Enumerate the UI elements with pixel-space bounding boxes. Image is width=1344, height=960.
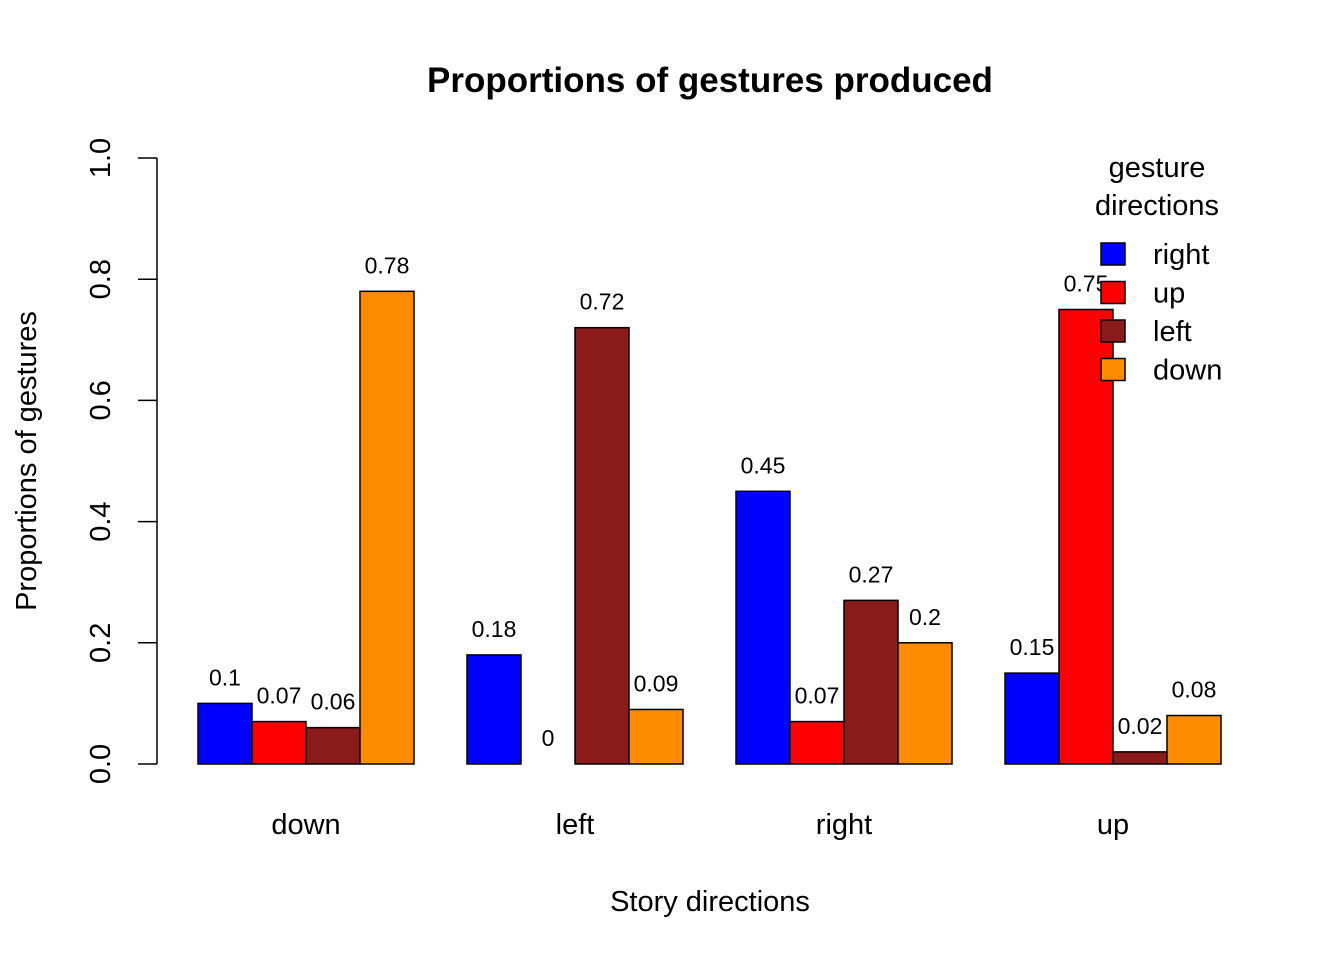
x-axis-tick-labels: down left right up xyxy=(271,809,1129,841)
bar xyxy=(1058,308,1114,765)
legend-swatch xyxy=(1100,242,1126,266)
y-tick-label: 0.8 xyxy=(85,259,117,299)
bar xyxy=(1004,672,1060,765)
bar-value-label: 0.08 xyxy=(1172,677,1217,703)
y-tick-label: 0.2 xyxy=(85,623,117,663)
legend-swatch xyxy=(1100,357,1126,382)
y-axis-ticks: 0.0 0.2 0.4 0.6 0.8 1.0 xyxy=(85,138,157,784)
legend-items: right up left down xyxy=(1100,239,1222,387)
x-tick-label: left xyxy=(556,809,595,841)
legend-label: up xyxy=(1153,278,1185,310)
bar-value-label: 0.2 xyxy=(909,604,941,630)
bar xyxy=(1166,714,1222,765)
bar xyxy=(1112,751,1168,765)
bar xyxy=(251,720,307,765)
x-axis-label: Story directions xyxy=(610,886,810,918)
legend-swatch xyxy=(1100,280,1126,305)
bar xyxy=(789,720,845,765)
bar-value-label: 0.1 xyxy=(209,664,241,690)
bar xyxy=(843,599,899,765)
legend-label: right xyxy=(1153,239,1209,271)
chart-title: Proportions of gestures produced xyxy=(427,61,993,100)
legend-title-line-1: gesture xyxy=(1109,152,1206,184)
bar-value-label: 0.09 xyxy=(634,670,679,696)
bar xyxy=(897,642,953,765)
bar-value-label: 0.02 xyxy=(1118,713,1163,739)
y-axis-label: Proportions of gestures xyxy=(11,311,43,611)
bar xyxy=(305,726,361,765)
bars-group xyxy=(197,290,1222,765)
y-tick-label: 0.4 xyxy=(85,501,117,541)
x-tick-label: right xyxy=(816,809,872,841)
bar xyxy=(628,708,684,765)
bar-value-label: 0.45 xyxy=(741,452,786,478)
x-tick-label: down xyxy=(271,809,340,841)
bar xyxy=(574,326,630,765)
bar-value-label: 0.07 xyxy=(257,683,302,709)
y-tick-label: 1.0 xyxy=(85,138,117,178)
legend-swatch xyxy=(1100,319,1126,343)
bar xyxy=(197,702,253,765)
legend: gesture directions right up left down xyxy=(1095,152,1222,387)
bar-value-label: 0.27 xyxy=(849,561,894,587)
legend-title-line-2: directions xyxy=(1095,190,1219,222)
y-tick-label: 0.0 xyxy=(85,744,117,784)
bar xyxy=(466,654,522,765)
bar-value-label: 0.18 xyxy=(472,616,517,642)
bar xyxy=(735,490,791,765)
bar-value-label: 0.72 xyxy=(580,289,625,315)
bar-value-label: 0.15 xyxy=(1010,634,1055,660)
bar-value-label: 0 xyxy=(542,725,555,751)
bar-value-label: 0.06 xyxy=(311,689,356,715)
bar-value-label: 0.07 xyxy=(795,683,840,709)
y-tick-label: 0.6 xyxy=(85,380,117,420)
bar xyxy=(359,290,415,765)
legend-label: down xyxy=(1153,355,1222,387)
x-tick-label: up xyxy=(1097,809,1129,841)
data-labels-group: 0.1 0.07 0.06 0.78 0.18 0 0.72 0.09 0.45 0.07 0.27… xyxy=(209,252,1216,751)
legend-label: left xyxy=(1153,316,1192,348)
bar-value-label: 0.78 xyxy=(365,252,410,278)
